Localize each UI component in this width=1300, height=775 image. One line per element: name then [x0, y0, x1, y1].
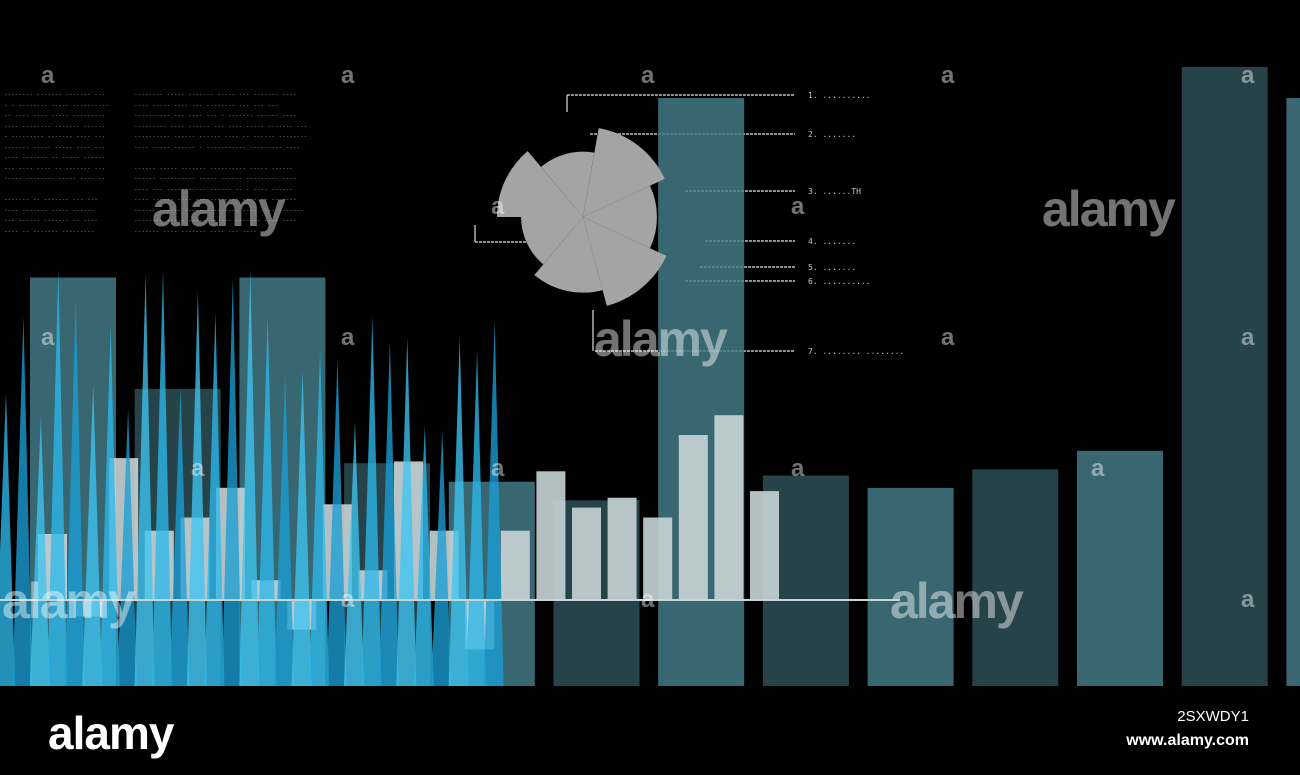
white-bar [678, 435, 708, 600]
site-url: www.alamy.com [1126, 732, 1249, 749]
blue-spike [431, 429, 452, 686]
legend-labels: 1. .......... 2. ....... 3. ......TH 4. ...… [808, 91, 904, 356]
blue-spike [117, 408, 138, 686]
blue-spike [256, 316, 277, 686]
blue-spike [12, 316, 33, 686]
blue-spike [204, 312, 225, 686]
pie-slice [583, 128, 665, 217]
blue-spike [274, 375, 295, 686]
tall-bar [972, 469, 1059, 686]
blue-spike [221, 278, 242, 686]
blue-spike [0, 392, 15, 686]
pie-slice [534, 217, 603, 293]
legend-label: 1. .......... [808, 91, 871, 100]
image-id: 2SXWDY1 [1177, 708, 1249, 725]
blue-spike [291, 371, 312, 686]
tall-bar [1181, 67, 1268, 686]
blue-spike [169, 387, 190, 686]
white-bar [607, 497, 637, 600]
pie-slice [583, 185, 657, 249]
blue-spike [152, 270, 172, 686]
legend-label: 6. .......... [808, 277, 871, 286]
tall-bar [1077, 450, 1163, 686]
blue-spike [186, 291, 207, 686]
legend-label: 4. ....... [808, 237, 856, 246]
pie-slice [583, 217, 667, 306]
blue-spike [326, 358, 347, 686]
blue-spike [64, 299, 85, 686]
blue-spike [239, 270, 260, 686]
blue-spike [448, 337, 469, 686]
blue-spike [396, 337, 417, 686]
legend-label: 3. ......TH [808, 187, 861, 196]
blue-spike [47, 270, 68, 686]
blue-spike [29, 417, 50, 686]
blue-spike [466, 350, 487, 686]
legend-label: 7. ........ ........ [808, 347, 904, 356]
pie-chart [497, 128, 667, 306]
legend-label: 2. ....... [808, 130, 856, 139]
legend-label: 5. ....... [808, 263, 856, 272]
white-bar [536, 471, 566, 600]
blue-spike [483, 320, 504, 686]
blue-spike [361, 316, 382, 686]
white-bar [572, 507, 601, 600]
pie-slice [497, 151, 583, 217]
white-bar [500, 530, 530, 600]
blue-spike [344, 421, 364, 686]
text-column-right: -------- ----- ------- ----- --- -------… [134, 91, 308, 235]
pie-slice [541, 151, 595, 217]
bar-chart: 1. .......... 2. ....... 3. ......TH 4. ...… [0, 67, 1300, 686]
blue-spike [82, 383, 103, 686]
footer-bar: alamy 2SXWDY1 www.alamy.com [0, 700, 1300, 775]
white-bar [714, 415, 744, 600]
white-bar [643, 517, 673, 600]
tall-bar [1286, 98, 1300, 686]
pie-slice [521, 217, 583, 265]
blue-spike [99, 324, 120, 686]
alamy-logo: alamy [48, 707, 174, 759]
chart-stage: 1. .......... 2. ....... 3. ......TH 4. ...… [0, 62, 1300, 686]
blue-spike [309, 350, 330, 686]
tall-bar [867, 487, 954, 686]
blue-spike [134, 274, 155, 686]
text-column-left: -------- ------- ------- --- - - -------… [4, 91, 109, 235]
white-bar [750, 491, 779, 600]
blue-spike [413, 425, 434, 686]
